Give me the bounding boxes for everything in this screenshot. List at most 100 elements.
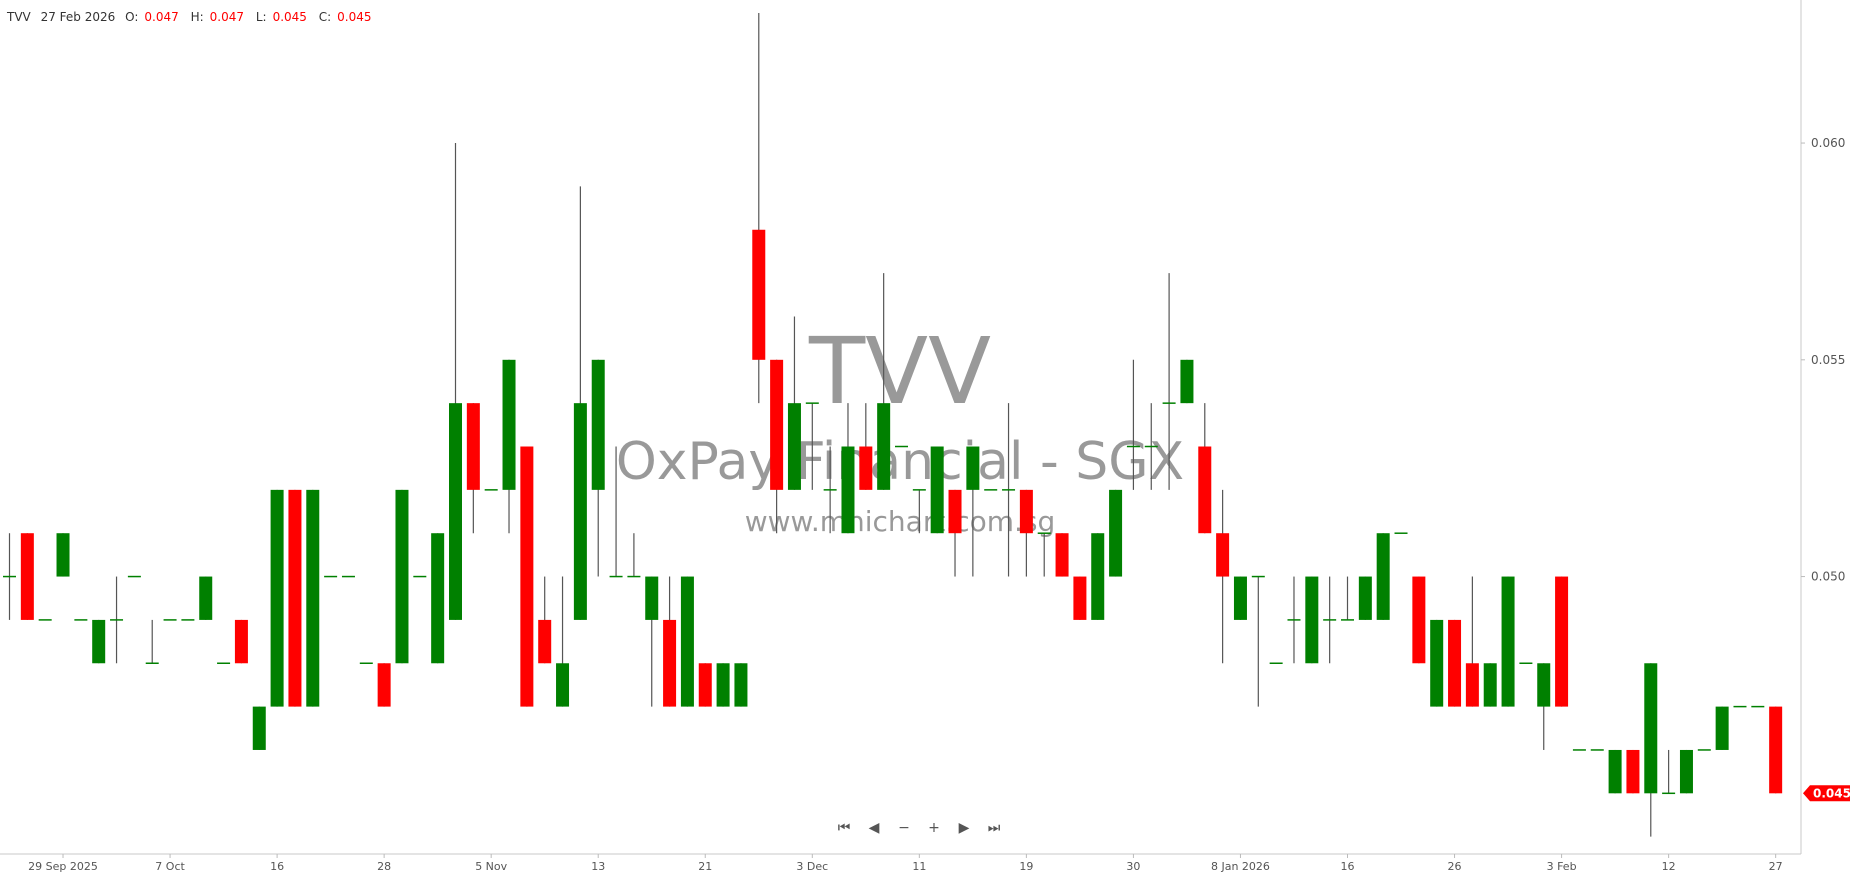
candle (823, 446, 837, 534)
ohlc-header: TVV 27 Feb 2026 O: 0.047 H: 0.047 L: 0.045 … (7, 10, 380, 24)
x-tick-label: 16 (1341, 860, 1355, 873)
candle-body (466, 403, 480, 490)
candle-body (698, 663, 712, 707)
y-tick-label: 0.060 (1811, 136, 1845, 150)
last-price-label: 0.045 (1813, 786, 1850, 800)
candle-body (1233, 576, 1247, 620)
candle (1608, 749, 1622, 794)
x-tick-label: 11 (912, 860, 926, 873)
candle (752, 13, 766, 404)
candle (92, 619, 106, 664)
candle (1430, 619, 1444, 707)
candle (680, 576, 694, 707)
candle-body (877, 403, 891, 490)
candle-body (716, 663, 730, 707)
candle-body (1358, 576, 1372, 620)
skip-to-end-icon[interactable]: ⏭ (987, 820, 1001, 836)
candle-body (1608, 749, 1622, 794)
candle (1412, 576, 1426, 664)
candle-body (930, 446, 944, 534)
candle-body (663, 619, 677, 707)
candle (663, 576, 677, 707)
low-value: 0.045 (272, 10, 307, 24)
open-label: O: (125, 10, 139, 24)
candle-body (377, 663, 391, 707)
candle (841, 403, 855, 534)
candle-body (787, 403, 801, 490)
candle (1198, 403, 1212, 534)
candle-body (556, 663, 570, 707)
candle-body (20, 533, 34, 620)
candle (645, 576, 659, 707)
candle-body (680, 576, 694, 707)
candle (1323, 576, 1337, 664)
candle (1126, 359, 1140, 490)
candle-body (270, 489, 284, 707)
candle-body (431, 533, 445, 664)
candle (627, 533, 641, 578)
close-label: C: (318, 10, 332, 24)
candle (1358, 576, 1372, 620)
candle-body (538, 619, 552, 664)
watermark-code: TVV (808, 318, 992, 425)
candle-body (841, 446, 855, 534)
candle (1144, 403, 1158, 490)
candle (1679, 749, 1693, 794)
close-value: 0.045 (337, 10, 372, 24)
y-tick-label: 0.055 (1811, 353, 1845, 367)
candle-body (1769, 706, 1783, 794)
candle (1233, 576, 1247, 620)
candle (252, 706, 266, 750)
zoom-in-icon[interactable]: + (928, 820, 940, 836)
candle-body (520, 446, 534, 707)
candle-body (734, 663, 748, 707)
candle (1501, 576, 1515, 707)
candle (270, 489, 284, 707)
candle (1055, 533, 1069, 577)
x-tick-label: 19 (1019, 860, 1033, 873)
x-tick-label: 21 (698, 860, 712, 873)
candle-body (1448, 619, 1462, 707)
candle (1644, 663, 1658, 837)
candle (1555, 576, 1569, 707)
date: 27 Feb 2026 (40, 10, 116, 24)
candle (716, 663, 730, 707)
high-value: 0.047 (209, 10, 244, 24)
candle (1162, 273, 1176, 490)
skip-to-start-icon[interactable]: ⏮ (837, 820, 851, 836)
candle-body (752, 229, 766, 360)
x-tick-label: 30 (1126, 860, 1140, 873)
scroll-left-icon[interactable]: ◀ (868, 820, 880, 836)
candle-body (502, 359, 516, 490)
candle (1769, 706, 1783, 794)
x-tick-label: 7 Oct (155, 860, 185, 873)
candle (1626, 749, 1640, 794)
candle (1216, 489, 1230, 664)
candle-body (1483, 663, 1497, 707)
candle-body (1626, 749, 1640, 794)
candle (502, 359, 516, 534)
zoom-out-icon[interactable]: − (898, 820, 910, 836)
candle-body (92, 619, 106, 664)
candle (1073, 576, 1087, 620)
candle-body (1180, 359, 1194, 404)
x-tick-label: 13 (591, 860, 605, 873)
candle-body (948, 489, 962, 534)
candle (3, 533, 16, 620)
candle (556, 576, 570, 707)
x-tick-label: 16 (270, 860, 284, 873)
candle (930, 446, 944, 534)
candle (520, 446, 534, 707)
scroll-right-icon[interactable]: ▶ (958, 820, 970, 836)
candle (805, 402, 819, 490)
y-tick-label: 0.050 (1811, 570, 1845, 584)
candle-body (770, 359, 784, 490)
candle (1305, 576, 1319, 664)
low-label: L: (255, 10, 267, 24)
candle (449, 143, 462, 620)
candle-body (1305, 576, 1319, 664)
candle (20, 533, 34, 620)
candle (1537, 663, 1551, 750)
candle-body (1109, 489, 1123, 577)
